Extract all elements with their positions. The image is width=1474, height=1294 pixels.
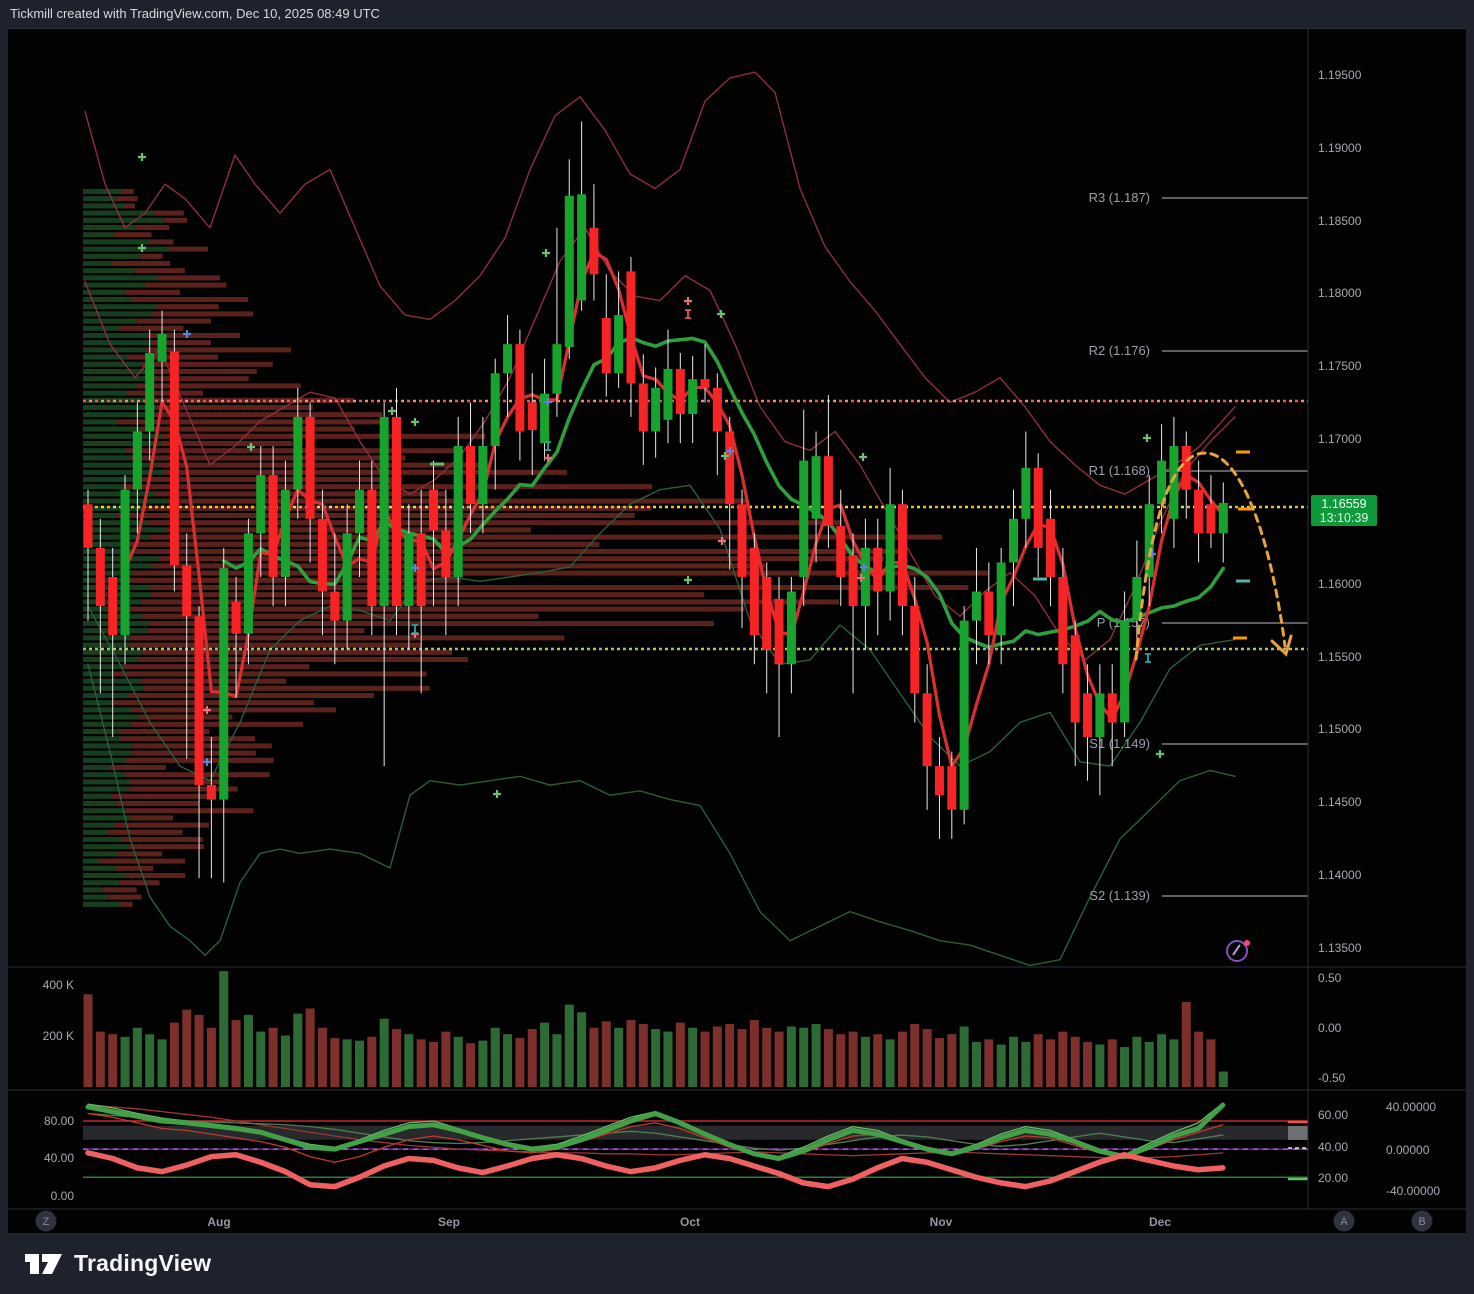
corner-button-z[interactable]: Z: [35, 1210, 57, 1232]
band-lines: [84, 71, 1236, 967]
time-axis-label[interactable]: Sep: [438, 1215, 460, 1229]
oscillator-right-scale-label: 40.00: [1318, 1140, 1348, 1154]
oscillator-far-right-scale-label: 40.00000: [1386, 1100, 1436, 1114]
attribution-bar: Tickmill created with TradingView.com, D…: [0, 0, 1474, 28]
badge-price: 1.16559: [1321, 497, 1366, 511]
pivot-label: S1 (1.149): [1089, 736, 1150, 751]
time-axis-label[interactable]: Aug: [207, 1215, 230, 1229]
corner-button-label: Z: [43, 1216, 50, 1228]
oscillator-far-right-scale-label: 0.00000: [1386, 1143, 1430, 1157]
oscillator-scale-label: 80.00: [44, 1114, 74, 1128]
price-axis-label: 1.15500: [1318, 650, 1362, 664]
price-axis-label: 1.14500: [1318, 795, 1362, 809]
badge-countdown: 13:10:39: [1320, 511, 1369, 525]
pivot-label: S2 (1.139): [1089, 888, 1150, 903]
volume-pane: 400 K 200 K: [43, 971, 1228, 1087]
pivot-label: R3 (1.187): [1089, 190, 1150, 205]
pivot-label: R2 (1.176): [1089, 343, 1150, 358]
price-axis-label: 1.18000: [1318, 286, 1362, 300]
corner-button-label: A: [1340, 1216, 1348, 1228]
time-axis[interactable]: Aug Sep Oct Nov Dec Z A B: [35, 1210, 1433, 1232]
price-axis-label: 1.18500: [1318, 214, 1362, 228]
attribution-text: Tickmill created with TradingView.com, D…: [10, 6, 380, 21]
oscillator-right-scale-label: 60.00: [1318, 1108, 1348, 1122]
price-axis-label: 1.17500: [1318, 359, 1362, 373]
volume-scale-label: 200 K: [43, 1029, 74, 1043]
price-axis-label: 1.14000: [1318, 868, 1362, 882]
time-axis-label[interactable]: Dec: [1149, 1215, 1171, 1229]
projection-arc: [1134, 451, 1293, 661]
oscillator-pane: 80.00 40.00 0.00: [44, 1102, 1308, 1203]
brand-bar: TradingView: [0, 1233, 1474, 1294]
oscillator-scale-label: 0.00: [51, 1189, 75, 1203]
corner-button-b[interactable]: B: [1411, 1210, 1433, 1232]
price-axis-label: 1.13500: [1318, 941, 1362, 955]
time-axis-label[interactable]: Oct: [680, 1215, 700, 1229]
signal-markers: [138, 153, 1252, 798]
price-axis-label: 1.15000: [1318, 722, 1362, 736]
volume-right-scale-label: 0.50: [1318, 971, 1342, 985]
corner-button-a[interactable]: A: [1333, 1210, 1355, 1232]
oscillator-right-scale-label: 20.00: [1318, 1171, 1348, 1185]
price-axis-label: 1.17000: [1318, 432, 1362, 446]
oscillator-scale-label: 40.00: [44, 1151, 74, 1165]
candlestick-series: [83, 121, 1228, 883]
volume-right-scale-label: -0.50: [1318, 1071, 1346, 1085]
corner-button-label: B: [1418, 1216, 1425, 1228]
brand-name: TradingView: [74, 1250, 212, 1276]
magic-sparkle-icon[interactable]: [1226, 940, 1250, 962]
price-axis-label: 1.19000: [1318, 141, 1362, 155]
price-axis[interactable]: 1.19500 1.19000 1.18500 1.18000 1.17500 1.170…: [1318, 68, 1440, 1198]
time-axis-label[interactable]: Nov: [930, 1215, 953, 1229]
price-axis-label: 1.16000: [1318, 577, 1362, 591]
chart-frame: R3 (1.187) R2 (1.176) R1 (1.168) P (1.157) S…: [8, 28, 1466, 1234]
pane-separators: [8, 29, 1466, 1210]
oscillator-far-right-scale-label: -40.00000: [1386, 1184, 1440, 1198]
pivot-levels: R3 (1.187)R2 (1.176)R1 (1.168)P (1.157)S…: [1089, 190, 1308, 903]
pivot-label: R1 (1.168): [1089, 463, 1150, 478]
volume-right-scale-label: 0.00: [1318, 1021, 1342, 1035]
chart-svg[interactable]: R3 (1.187)R2 (1.176)R1 (1.168)P (1.157)S…: [8, 29, 1466, 1234]
price-axis-label: 1.19500: [1318, 68, 1362, 82]
volume-scale-label: 400 K: [43, 978, 74, 992]
tradingview-logo-icon[interactable]: [24, 1249, 64, 1279]
